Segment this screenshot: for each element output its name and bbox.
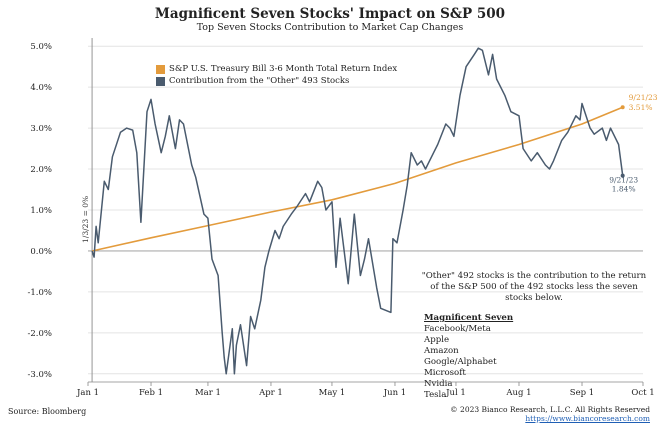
series-line-treasury [91, 106, 624, 252]
stock-item: Tesla [424, 390, 447, 400]
y-tick-label: 4.0% [30, 83, 52, 93]
y-tick-label: 0.0% [30, 247, 52, 257]
legend-swatch-treasury [156, 64, 165, 74]
stock-item: Apple [424, 335, 450, 345]
start-annotation: 1/3/23 = 0% [81, 196, 90, 243]
y-tick-label: -1.0% [28, 288, 52, 298]
x-tick-label: Aug 1 [505, 388, 531, 398]
y-tick-label: 2.0% [30, 165, 52, 175]
x-tick-label: Mar 1 [195, 388, 221, 398]
copyright: © 2023 Bianco Research, L.L.C. All Right… [450, 405, 650, 423]
chart-title: Magnificent Seven Stocks' Impact on S&P … [154, 6, 506, 22]
x-tick-label: Jan 1 [76, 388, 99, 398]
end-value-label-treasury: 3.51% [629, 103, 653, 112]
stock-item: Nvidia [424, 379, 453, 389]
x-tick-label: May 1 [319, 388, 346, 398]
end-date-label-other: 9/21/23 [609, 176, 638, 185]
copyright-text: © 2023 Bianco Research, L.L.C. All Right… [450, 405, 650, 414]
source-note: Source: Bloomberg [8, 407, 87, 416]
legend-label-other: Contribution from the "Other" 493 Stocks [169, 76, 350, 86]
x-tick-label: Oct 1 [631, 388, 654, 398]
end-value-label-other: 1.84% [612, 185, 636, 194]
chart-subtitle: Top Seven Stocks Contribution to Market … [196, 22, 464, 33]
y-tick-label: 5.0% [30, 42, 52, 52]
legend-swatch-other [156, 76, 165, 86]
annotation-note: "Other" 492 stocks is the contribution t… [421, 271, 647, 303]
legend-label-treasury: S&P U.S. Treasury Bill 3-6 Month Total R… [169, 64, 398, 74]
legend: S&P U.S. Treasury Bill 3-6 Month Total R… [156, 63, 397, 87]
grid [88, 38, 643, 382]
x-tick-label: Apr 1 [258, 388, 283, 398]
stock-item: Google/Alphabet [424, 357, 497, 367]
legend-item-treasury: S&P U.S. Treasury Bill 3-6 Month Total R… [156, 63, 397, 75]
x-tick-label: Feb 1 [139, 388, 163, 398]
y-tick-label: 1.0% [30, 206, 52, 216]
series-endpoint [620, 105, 625, 110]
end-date-label-treasury: 9/21/23 [629, 93, 658, 102]
y-tick-label: 3.0% [30, 124, 52, 134]
y-tick-label: -2.0% [28, 329, 52, 339]
series-lines [91, 47, 625, 375]
legend-item-other: Contribution from the "Other" 493 Stocks [156, 75, 397, 87]
annotation-box: "Other" 492 stocks is the contribution t… [418, 271, 650, 401]
series-line-other [91, 47, 624, 375]
x-tick-label: Jul 1 [445, 388, 466, 398]
stock-item: Facebook/Meta [424, 324, 491, 334]
annotation-heading: Magnificent Seven [424, 313, 514, 323]
stock-item: Amazon [424, 346, 459, 356]
stock-item: Microsoft [424, 368, 466, 378]
x-tick-label: Sep 1 [570, 388, 594, 398]
y-tick-label: -3.0% [28, 370, 52, 380]
data-labels: 1/3/23 = 0%9/21/233.51%9/21/231.84% [81, 93, 658, 243]
series-endpoint [620, 173, 625, 178]
axes: 5.0% 4.0% 3.0% 2.0% 1.0% 0.0% -1.0% -2.0% -3.0% J… [28, 42, 655, 398]
website-link[interactable]: https://www.biancoresearch.com [525, 414, 650, 423]
x-tick-label: Jun 1 [383, 388, 406, 398]
